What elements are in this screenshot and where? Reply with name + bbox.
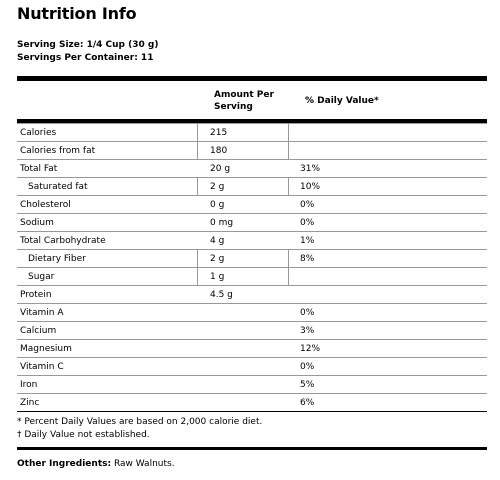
bottom-divider bbox=[17, 447, 487, 450]
amount-cell-border bbox=[197, 178, 289, 195]
table-row: Calcium 3% bbox=[17, 321, 487, 339]
header-amount-line1: Amount Per bbox=[214, 90, 274, 100]
nutrient-amount: 2 g bbox=[210, 182, 225, 192]
other-ingredients: Other Ingredients: Raw Walnuts. bbox=[17, 459, 175, 469]
table-row: Vitamin C 0% bbox=[17, 357, 487, 375]
nutrient-name: Zinc bbox=[20, 398, 40, 408]
nutrient-daily-value: 0% bbox=[300, 200, 315, 210]
header-amount-line2: Serving bbox=[214, 102, 253, 112]
nutrient-daily-value: 12% bbox=[300, 344, 321, 354]
nutrient-daily-value: 6% bbox=[300, 398, 315, 408]
amount-cell-border bbox=[197, 142, 289, 159]
nutrient-name: Vitamin C bbox=[20, 362, 64, 372]
nutrient-amount: 20 g bbox=[210, 164, 231, 174]
table-row: Magnesium 12% bbox=[17, 339, 487, 357]
footnote-percent: * Percent Daily Values are based on 2,00… bbox=[17, 417, 263, 427]
serving-size: Serving Size: 1/4 Cup (30 g) bbox=[17, 40, 159, 50]
nutrient-name: Calcium bbox=[20, 326, 57, 336]
nutrient-name: Sugar bbox=[28, 272, 55, 282]
nutrient-amount: 0 mg bbox=[210, 218, 234, 228]
header-amount: Amount Per Serving bbox=[214, 89, 274, 113]
nutrient-name: Calories from fat bbox=[20, 146, 96, 156]
nutrient-name: Calories bbox=[20, 128, 57, 138]
nutrient-daily-value: 0% bbox=[300, 218, 315, 228]
nutrient-daily-value: 0% bbox=[300, 308, 315, 318]
table-row: Sodium 0 mg 0% bbox=[17, 213, 487, 231]
nutrient-name: Cholesterol bbox=[20, 200, 71, 210]
table-row: Total Fat 20 g 31% bbox=[17, 159, 487, 177]
table-row: Dietary Fiber 2 g 8% bbox=[17, 249, 487, 267]
nutrient-daily-value: 10% bbox=[300, 182, 321, 192]
table-row: Saturated fat 2 g 10% bbox=[17, 177, 487, 195]
nutrient-amount: 1 g bbox=[210, 272, 225, 282]
nutrient-daily-value: 1% bbox=[300, 236, 315, 246]
table-row: Sugar 1 g bbox=[17, 267, 487, 285]
header-daily-value: % Daily Value* bbox=[305, 96, 379, 106]
nutrient-daily-value: 31% bbox=[300, 164, 321, 174]
table-row: Zinc 6% bbox=[17, 393, 487, 412]
nutrient-amount: 4 g bbox=[210, 236, 225, 246]
amount-cell-border bbox=[197, 124, 289, 141]
other-ingredients-label: Other Ingredients: bbox=[17, 459, 112, 469]
nutrient-name: Magnesium bbox=[20, 344, 72, 354]
nutrient-amount: 4.5 g bbox=[210, 290, 233, 300]
table-row: Cholesterol 0 g 0% bbox=[17, 195, 487, 213]
nutrient-daily-value: 3% bbox=[300, 326, 315, 336]
nutrient-name: Total Fat bbox=[20, 164, 58, 174]
nutrient-daily-value: 0% bbox=[300, 362, 315, 372]
nutrient-name: Sodium bbox=[20, 218, 54, 228]
table-row: Total Carbohydrate 4 g 1% bbox=[17, 231, 487, 249]
nutrient-name: Dietary Fiber bbox=[28, 254, 86, 264]
nutrient-amount: 180 bbox=[210, 146, 228, 156]
other-ingredients-value: Raw Walnuts. bbox=[111, 459, 175, 469]
page-title: Nutrition Info bbox=[17, 4, 137, 23]
table-row: Vitamin A 0% bbox=[17, 303, 487, 321]
amount-cell-border bbox=[197, 268, 289, 285]
nutrient-daily-value: 5% bbox=[300, 380, 315, 390]
servings-per-container: Servings Per Container: 11 bbox=[17, 53, 154, 63]
table-row: Protein 4.5 g bbox=[17, 285, 487, 303]
footnote-dagger: † Daily Value not established. bbox=[17, 430, 150, 440]
nutrient-name: Total Carbohydrate bbox=[20, 236, 106, 246]
nutrient-name: Vitamin A bbox=[20, 308, 64, 318]
nutrient-amount: 0 g bbox=[210, 200, 225, 210]
amount-cell-border bbox=[197, 250, 289, 267]
nutrient-name: Saturated fat bbox=[28, 182, 88, 192]
header-divider bbox=[17, 119, 487, 123]
table-row: Calories from fat 180 bbox=[17, 141, 487, 159]
top-divider bbox=[17, 76, 487, 81]
nutrient-daily-value: 8% bbox=[300, 254, 315, 264]
nutrient-name: Iron bbox=[20, 380, 38, 390]
nutrient-amount: 215 bbox=[210, 128, 228, 138]
nutrient-name: Protein bbox=[20, 290, 52, 300]
table-row: Iron 5% bbox=[17, 375, 487, 393]
nutrient-amount: 2 g bbox=[210, 254, 225, 264]
table-row: Calories 215 bbox=[17, 123, 487, 141]
